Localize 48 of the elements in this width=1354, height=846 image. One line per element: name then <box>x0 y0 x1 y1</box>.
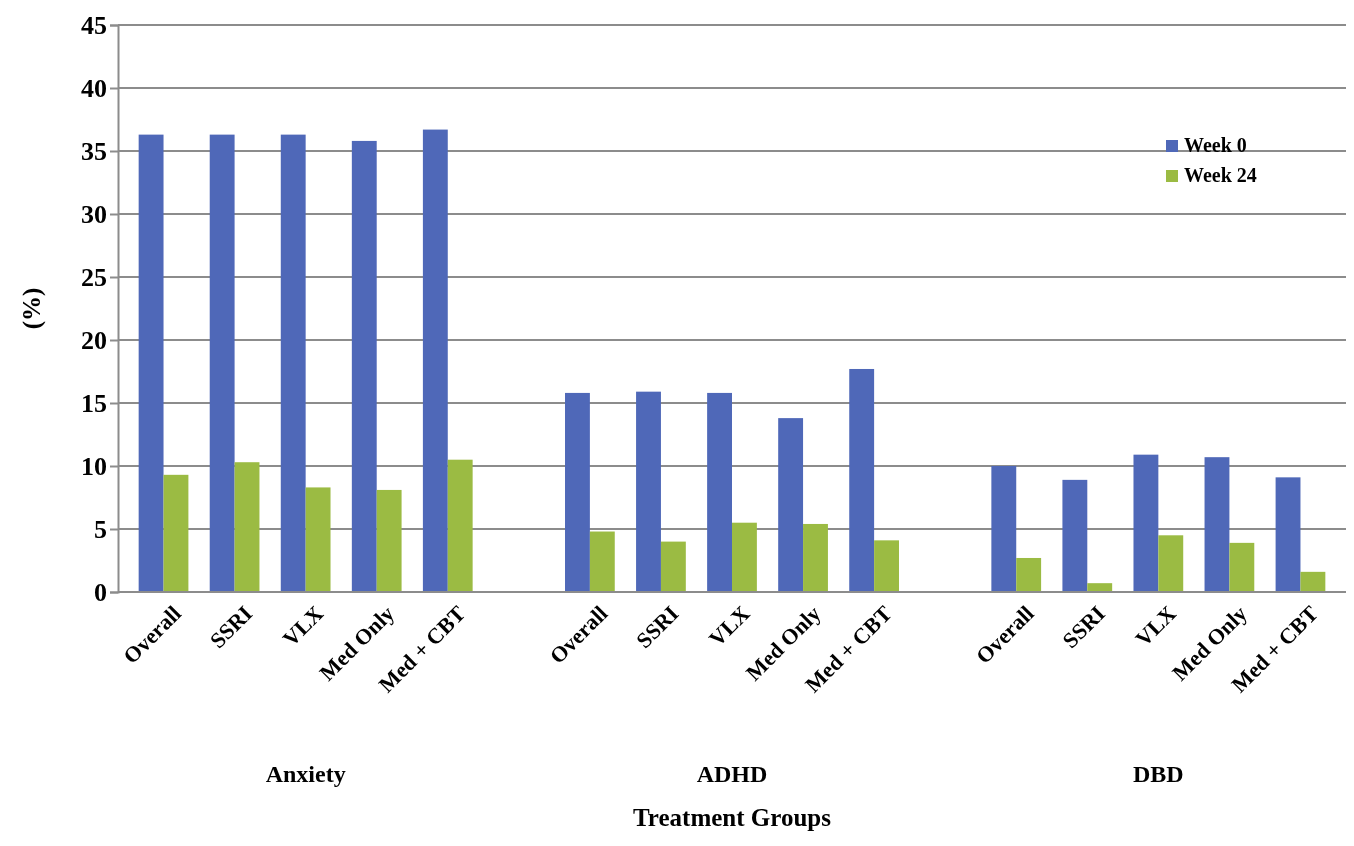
bar <box>991 466 1017 592</box>
bar <box>707 392 732 592</box>
bar <box>209 134 235 592</box>
bar <box>351 140 377 592</box>
text: DBD <box>1133 761 1184 787</box>
bar <box>732 522 757 592</box>
y-tick-label: 25 <box>81 262 107 292</box>
y-tick-label: 5 <box>94 514 107 544</box>
bar <box>447 459 473 592</box>
bar <box>1275 477 1301 592</box>
bar <box>1158 535 1184 592</box>
x-tick-label: VLX <box>703 600 755 652</box>
bar <box>1133 454 1159 592</box>
bar <box>778 418 804 592</box>
bar <box>1229 542 1255 592</box>
bar <box>305 487 331 592</box>
y-tick-label: 20 <box>81 325 107 355</box>
bar <box>1016 557 1042 592</box>
bar <box>138 134 164 592</box>
y-tick-label: 15 <box>81 388 107 418</box>
bar <box>874 540 899 592</box>
bar <box>234 462 260 592</box>
bar <box>565 392 590 592</box>
bar <box>163 474 189 592</box>
y-tick-label: 10 <box>81 451 107 481</box>
x-axis-title: Treatment Groups <box>633 804 832 831</box>
legend-label: Week 0 <box>1184 134 1247 156</box>
bar <box>1062 479 1088 592</box>
y-tick-label: 45 <box>81 10 107 40</box>
text: Anxiety <box>265 761 346 787</box>
bar <box>849 368 875 592</box>
bar <box>376 489 402 592</box>
bar <box>1087 583 1113 592</box>
y-tick-label: 40 <box>81 73 107 103</box>
text: ADHD <box>696 761 768 787</box>
bar <box>422 129 448 592</box>
y-axis-title: (%) <box>18 287 46 330</box>
bar <box>660 541 686 592</box>
legend-label: Week 24 <box>1184 164 1257 186</box>
bar <box>280 134 306 592</box>
y-tick-label: 35 <box>81 136 107 166</box>
bar <box>803 523 828 592</box>
y-tick-label: 30 <box>81 199 107 229</box>
bar <box>1300 571 1326 592</box>
bar <box>589 531 615 592</box>
bar <box>636 391 661 592</box>
bar <box>1204 457 1230 592</box>
y-tick-label: 0 <box>94 577 107 607</box>
